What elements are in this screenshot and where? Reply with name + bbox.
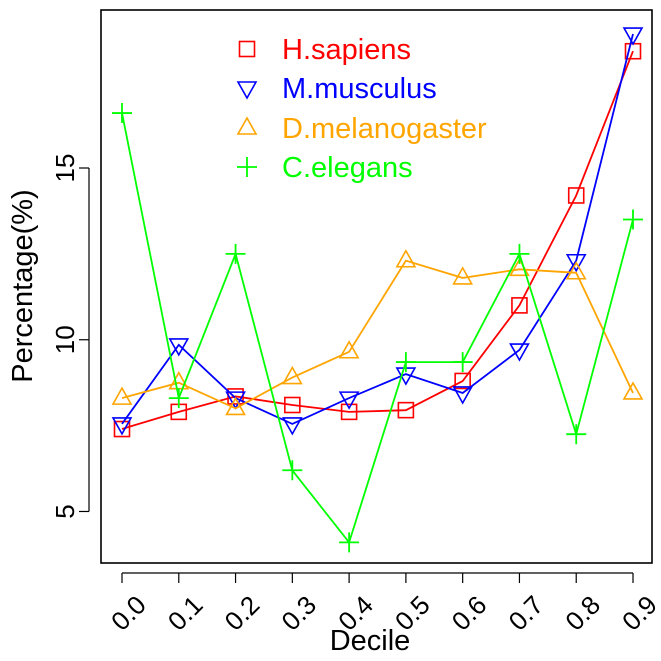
x-tick-label: 0.9 xyxy=(616,590,661,637)
point-marker xyxy=(622,381,644,400)
point-marker xyxy=(395,352,416,373)
point-marker xyxy=(111,386,133,405)
y-tick-label: 5 xyxy=(50,504,80,518)
legend-label: H.sapiens xyxy=(282,34,411,66)
point-marker xyxy=(339,532,360,553)
y-tick-label: 15 xyxy=(50,154,80,183)
point-marker xyxy=(340,403,358,421)
point-marker xyxy=(284,396,301,414)
point-marker xyxy=(236,116,258,135)
y-tick-label: 10 xyxy=(50,325,80,354)
point-marker xyxy=(281,365,303,385)
point-marker xyxy=(511,297,528,314)
x-tick-label: 0.7 xyxy=(502,590,549,637)
legend-label: D.melanogaster xyxy=(282,113,487,145)
point-marker xyxy=(236,81,258,100)
plot-frame xyxy=(100,9,653,564)
legend-item: C.elegans xyxy=(237,152,413,184)
series-d-melanogaster xyxy=(111,249,644,416)
point-marker xyxy=(623,209,643,230)
legend-item: H.sapiens xyxy=(238,34,411,66)
series-layer xyxy=(111,27,644,553)
point-marker xyxy=(395,249,417,268)
point-marker xyxy=(111,417,133,436)
series-m-musculus xyxy=(111,27,644,436)
point-marker xyxy=(281,417,303,436)
point-marker xyxy=(238,40,256,58)
point-marker xyxy=(565,261,587,280)
point-marker xyxy=(566,424,587,445)
point-marker xyxy=(113,420,131,438)
y-axis-label: Percentage(%) xyxy=(7,189,39,382)
point-marker xyxy=(225,391,246,410)
point-marker xyxy=(454,372,471,390)
series-line xyxy=(121,259,634,410)
point-marker xyxy=(452,386,474,405)
x-tick-label: 0.3 xyxy=(275,590,322,637)
point-marker xyxy=(225,396,246,416)
point-marker xyxy=(397,401,415,419)
point-marker xyxy=(565,253,587,273)
legend-item: M.musculus xyxy=(236,73,437,105)
point-marker xyxy=(237,157,257,177)
point-marker xyxy=(509,243,530,264)
point-marker xyxy=(338,391,360,410)
point-marker xyxy=(168,388,189,409)
series-c-elegans xyxy=(112,103,643,553)
legend-item: D.melanogaster xyxy=(236,113,487,145)
point-marker xyxy=(567,187,585,204)
series-line xyxy=(121,112,634,545)
point-marker xyxy=(452,352,473,373)
x-tick-label: 0.1 xyxy=(162,590,209,637)
point-marker xyxy=(225,243,246,264)
x-tick-label: 0.6 xyxy=(446,590,493,637)
x-tick-label: 0.2 xyxy=(219,590,266,637)
x-tick-label: 0.0 xyxy=(105,590,152,637)
point-marker xyxy=(282,460,303,481)
x-axis-label: Decile xyxy=(330,625,411,657)
point-marker xyxy=(112,103,132,124)
legend-label: C.elegans xyxy=(282,152,413,184)
point-marker xyxy=(622,27,644,46)
x-tick-label: 0.8 xyxy=(559,590,606,637)
point-marker xyxy=(509,343,530,362)
series-line xyxy=(121,50,634,430)
point-marker xyxy=(338,340,360,359)
legend-label: M.musculus xyxy=(282,73,437,105)
legend: H.sapiens M.musculus D.melanogaster C.elega… xyxy=(236,34,487,184)
series-line xyxy=(121,33,634,425)
point-marker xyxy=(168,338,190,357)
y-axis: 5 10 15 xyxy=(50,154,90,519)
point-marker xyxy=(452,266,474,285)
